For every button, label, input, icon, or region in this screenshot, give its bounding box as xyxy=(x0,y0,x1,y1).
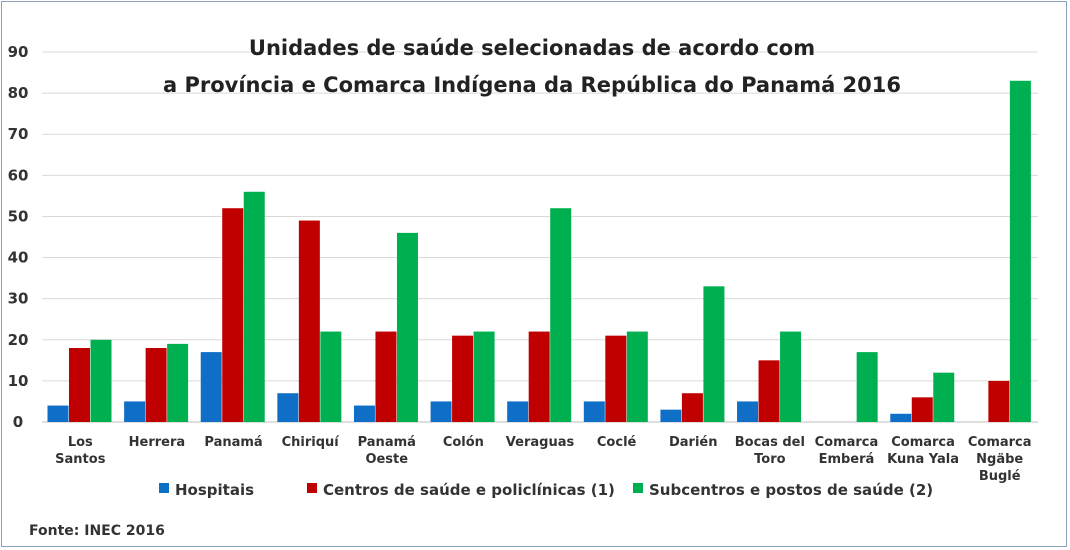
x-tick-label: Veraguas xyxy=(506,435,575,450)
bar xyxy=(605,335,627,422)
bar xyxy=(988,380,1010,422)
bar xyxy=(222,208,244,422)
bar xyxy=(780,331,802,422)
bar xyxy=(243,191,265,422)
y-tick-label: 20 xyxy=(8,331,29,349)
bar xyxy=(660,409,682,422)
bar xyxy=(167,343,189,422)
legend-swatch xyxy=(307,483,317,493)
y-tick-label: 80 xyxy=(8,84,29,102)
bar xyxy=(375,331,397,422)
x-tick-label: Coclé xyxy=(597,435,637,450)
bar xyxy=(452,335,474,422)
bar xyxy=(277,393,299,422)
x-tick-label: Santos xyxy=(55,452,106,467)
bar xyxy=(145,348,167,422)
bar xyxy=(396,232,418,422)
x-tick-label: Darién xyxy=(669,435,718,450)
y-tick-label: 30 xyxy=(8,290,29,308)
x-tick-label: Panamá xyxy=(204,435,262,450)
x-tick-label: Kuna Yala xyxy=(887,452,959,467)
legend: Hospitais Centros de saúde e policlínicas… xyxy=(159,481,933,499)
x-tick-label: Los xyxy=(68,435,93,450)
x-tick-label: Emberá xyxy=(819,452,875,467)
bar xyxy=(856,352,878,422)
x-tick-label: Chiriquí xyxy=(282,435,341,450)
bar xyxy=(90,339,112,422)
y-tick-label: 50 xyxy=(8,207,29,225)
bar xyxy=(890,413,912,422)
bar xyxy=(758,360,780,422)
x-tick-label: Herrera xyxy=(129,435,186,450)
bar xyxy=(200,352,222,422)
chart-title-line-1: Unidades de saúde selecionadas de acordo… xyxy=(249,36,815,60)
legend-label: Hospitais xyxy=(175,481,254,499)
y-tick-label: 70 xyxy=(8,125,29,143)
bar xyxy=(430,401,452,422)
bar xyxy=(320,331,342,422)
bar xyxy=(737,401,759,422)
legend-label: Subcentros e postos de saúde (2) xyxy=(649,481,933,499)
x-tick-label: Comarca xyxy=(891,435,955,450)
y-tick-label: 90 xyxy=(8,43,29,61)
chart-title-line-2: a Província e Comarca Indígena da Repúbl… xyxy=(163,73,901,97)
x-tick-label: Buglé xyxy=(979,469,1021,484)
y-tick-label: 10 xyxy=(8,372,29,390)
x-tick-label: Ngäbe xyxy=(976,452,1023,467)
x-tick-label: Oeste xyxy=(365,452,408,467)
y-tick-label: 60 xyxy=(8,166,29,184)
x-tick-label: Colón xyxy=(443,435,484,450)
bars xyxy=(47,80,1031,422)
legend-swatch xyxy=(633,483,643,493)
bar xyxy=(583,401,605,422)
bar xyxy=(298,220,320,422)
y-tick-label: 0 xyxy=(13,413,23,431)
bar xyxy=(933,372,955,422)
bar xyxy=(353,405,375,422)
x-tick-label: Bocas del xyxy=(735,435,805,450)
bar xyxy=(528,331,550,422)
bar xyxy=(124,401,146,422)
bar xyxy=(626,331,648,422)
x-tick-label: Comarca xyxy=(968,435,1032,450)
bar xyxy=(473,331,495,422)
legend-swatch xyxy=(159,483,169,493)
legend-label: Centros de saúde e policlínicas (1) xyxy=(323,481,615,499)
bar xyxy=(681,393,703,422)
x-axis-ticks: Los Santos Herrera Panamá Chiriquí Panamá Oest… xyxy=(55,435,1031,484)
x-tick-label: Panamá xyxy=(358,435,416,450)
bar xyxy=(911,397,933,422)
y-tick-label: 40 xyxy=(8,249,29,267)
bar xyxy=(550,208,572,422)
x-tick-label: Comarca xyxy=(815,435,879,450)
bar xyxy=(703,286,725,422)
source-note: Fonte: INEC 2016 xyxy=(29,523,165,539)
bar xyxy=(1009,80,1031,422)
y-axis-ticks: 0 10 20 30 40 50 60 70 80 90 xyxy=(8,43,29,431)
bar xyxy=(69,348,90,422)
bar xyxy=(47,405,69,422)
x-tick-label: Toro xyxy=(754,452,785,467)
bar xyxy=(507,401,529,422)
